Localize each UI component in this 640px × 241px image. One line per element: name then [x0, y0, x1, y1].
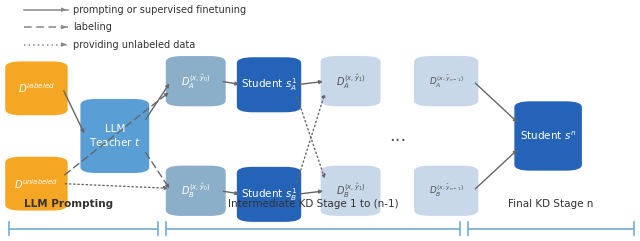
FancyBboxPatch shape	[166, 56, 226, 106]
Text: Student $s_B^1$: Student $s_B^1$	[241, 186, 297, 203]
FancyBboxPatch shape	[321, 166, 381, 216]
Text: $D_B^{(x,\hat{y}_1)}$: $D_B^{(x,\hat{y}_1)}$	[335, 181, 365, 201]
FancyArrowPatch shape	[476, 151, 516, 189]
Text: providing unlabeled data: providing unlabeled data	[73, 40, 195, 49]
Text: $D_A^{(x,\hat{y}_1)}$: $D_A^{(x,\hat{y}_1)}$	[335, 72, 365, 91]
Text: $D^{labeled}$: $D^{labeled}$	[18, 81, 55, 95]
FancyArrowPatch shape	[299, 81, 321, 84]
Text: $D_B^{(x,\hat{y}_0)}$: $D_B^{(x,\hat{y}_0)}$	[181, 181, 211, 201]
FancyBboxPatch shape	[5, 157, 68, 211]
FancyArrowPatch shape	[223, 191, 237, 194]
Text: labeling: labeling	[73, 22, 111, 32]
Text: $D_A^{(x,\hat{y}_0)}$: $D_A^{(x,\hat{y}_0)}$	[181, 72, 211, 91]
Text: Final KD Stage n: Final KD Stage n	[508, 199, 593, 209]
Text: Student $s_A^1$: Student $s_A^1$	[241, 76, 297, 93]
Text: LLM Prompting: LLM Prompting	[24, 199, 113, 209]
FancyBboxPatch shape	[237, 167, 301, 222]
FancyArrowPatch shape	[299, 190, 321, 194]
FancyBboxPatch shape	[81, 99, 149, 173]
FancyBboxPatch shape	[414, 166, 478, 216]
Text: $D_B^{(x,\hat{y}_{n-1})}$: $D_B^{(x,\hat{y}_{n-1})}$	[429, 182, 463, 200]
FancyArrowPatch shape	[65, 184, 166, 189]
FancyBboxPatch shape	[237, 57, 301, 112]
FancyArrowPatch shape	[476, 83, 516, 121]
FancyArrowPatch shape	[146, 85, 168, 119]
Text: Student $s^n$: Student $s^n$	[520, 130, 576, 142]
Text: prompting or supervised finetuning: prompting or supervised finetuning	[73, 5, 246, 15]
FancyArrowPatch shape	[65, 94, 168, 175]
Text: $D_A^{(x,\hat{y}_{n-1})}$: $D_A^{(x,\hat{y}_{n-1})}$	[429, 73, 463, 90]
FancyBboxPatch shape	[321, 56, 381, 106]
FancyBboxPatch shape	[515, 101, 582, 171]
Text: $D^{unlabeled}$: $D^{unlabeled}$	[15, 177, 58, 191]
Text: ...: ...	[389, 127, 406, 145]
FancyBboxPatch shape	[5, 61, 68, 115]
FancyArrowPatch shape	[64, 91, 84, 132]
FancyArrowPatch shape	[297, 95, 325, 182]
FancyBboxPatch shape	[414, 56, 478, 106]
FancyArrowPatch shape	[223, 82, 237, 85]
Text: Intermediate KD Stage 1 to (n-1): Intermediate KD Stage 1 to (n-1)	[228, 199, 398, 209]
FancyArrowPatch shape	[297, 97, 324, 177]
FancyArrowPatch shape	[146, 153, 168, 187]
Text: LLM
Teacher $t$: LLM Teacher $t$	[89, 124, 141, 148]
FancyBboxPatch shape	[166, 166, 226, 216]
